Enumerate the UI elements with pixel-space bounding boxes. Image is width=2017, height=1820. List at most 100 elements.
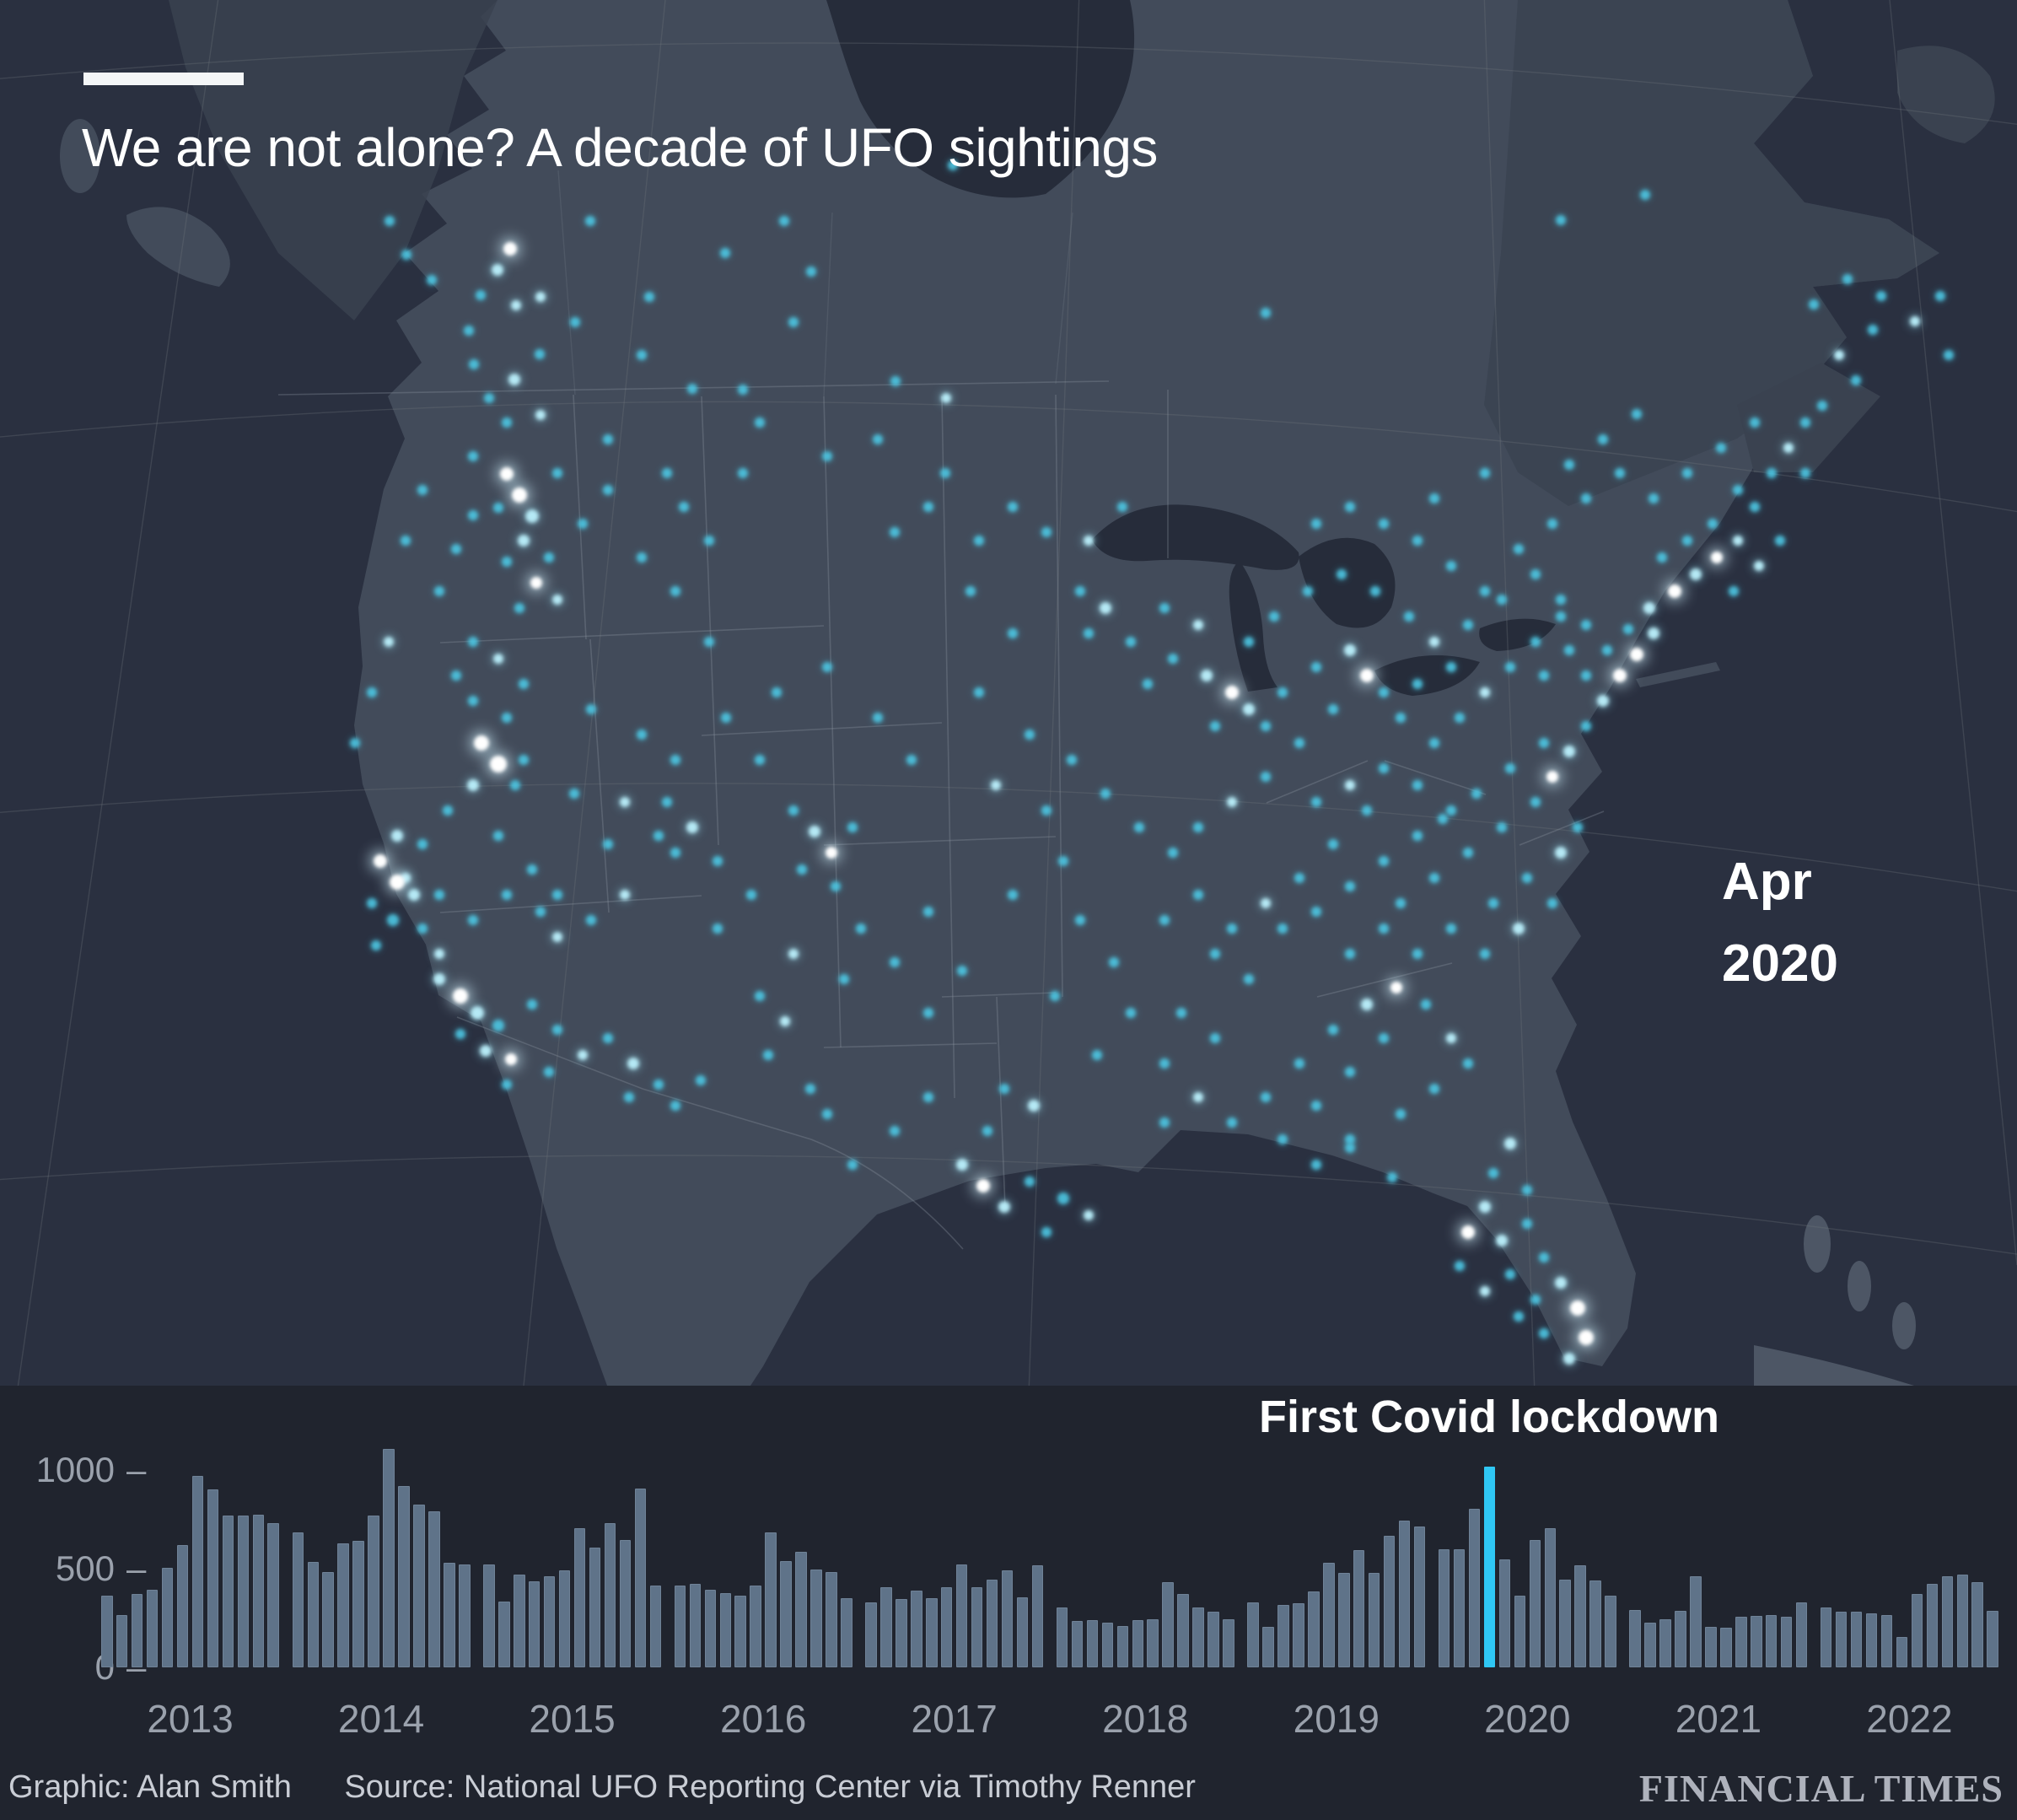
sighting-dot [1868, 325, 1878, 335]
year-label-2019: 2019 [1293, 1697, 1380, 1741]
sighting-dot [1370, 586, 1380, 596]
sighting-dot [1522, 1185, 1532, 1195]
bar-2015-Sep [604, 1523, 616, 1667]
sighting-dot [1067, 755, 1077, 765]
sighting-dot [1649, 493, 1659, 503]
sighting-dot [940, 468, 950, 478]
sighting-dot [755, 755, 765, 765]
bar-2019-Aug [1353, 1550, 1365, 1667]
sighting-dot [514, 603, 524, 613]
sighting-dot [508, 374, 520, 385]
sighting-dot [427, 275, 437, 285]
sighting-dot [923, 502, 933, 512]
sighting-dot [1438, 814, 1448, 824]
sighting-dot [1750, 417, 1760, 428]
sighting-dot [1563, 1353, 1575, 1365]
sighting-dot [1328, 704, 1338, 714]
sighting-dot [637, 552, 647, 563]
bar-2019-Apr [1293, 1603, 1304, 1667]
bar-2018-Jun [1132, 1620, 1143, 1667]
sighting-dot [385, 216, 395, 226]
bar-2014-Aug [398, 1486, 410, 1667]
sighting-dot [544, 1067, 554, 1077]
bar-2021-Feb [1644, 1623, 1656, 1667]
lake-superior [1092, 504, 1299, 570]
sighting-dot [464, 326, 474, 336]
sighting-dot [1269, 611, 1279, 622]
sighting-dot [502, 890, 512, 900]
sighting-dot [779, 216, 789, 226]
sighting-dot [1100, 789, 1111, 799]
sighting-dot [1041, 527, 1052, 537]
sighting-dot [1800, 468, 1810, 478]
sighting-dot [1243, 703, 1255, 715]
sighting-dot [991, 780, 1001, 790]
sighting-dot [873, 434, 883, 444]
sighting-dot [474, 735, 489, 751]
sighting-dot [662, 797, 672, 807]
sighting-dot [890, 957, 900, 967]
sighting-dot [1058, 856, 1068, 866]
bar-2017-Apr [911, 1591, 922, 1667]
sighting-dot [1404, 611, 1414, 622]
sighting-dot [468, 510, 478, 520]
sighting-dot [1935, 291, 1945, 301]
lake-ontario [1479, 618, 1556, 651]
sighting-dot [1244, 637, 1254, 647]
sighting-dot [1084, 628, 1094, 638]
year-label-2016: 2016 [719, 1697, 807, 1741]
sighting-dot [1716, 443, 1726, 453]
sighting-dot [1733, 485, 1743, 495]
bar-2019-May [1308, 1591, 1320, 1667]
sighting-dot [552, 890, 562, 900]
sighting-dot [1480, 687, 1490, 697]
sighting-dot [1210, 1033, 1220, 1043]
year-group-2015 [483, 1431, 662, 1667]
sighting-dot [1471, 789, 1482, 799]
sighting-dot [1345, 502, 1355, 512]
sighting-dot [1412, 536, 1423, 546]
bar-2014-Nov [444, 1563, 455, 1667]
sighting-dot [670, 1101, 680, 1111]
bar-2020-Feb [1453, 1549, 1466, 1667]
bar-2017-Oct [1001, 1570, 1014, 1667]
sighting-dot [578, 1050, 588, 1060]
year-label-2021: 2021 [1675, 1697, 1762, 1741]
sighting-dot [603, 485, 613, 495]
sighting-dot [1615, 468, 1625, 478]
sighting-dot [1311, 1101, 1321, 1111]
bar-2014-May [352, 1541, 364, 1667]
hudson-bay [826, 0, 1135, 198]
sighting-dot [1412, 949, 1423, 959]
sighting-dot [1623, 624, 1633, 634]
sighting-dot [1514, 1311, 1524, 1322]
sighting-dot [1159, 1117, 1170, 1128]
sighting-dot [1379, 856, 1389, 866]
sighting-dot [367, 687, 377, 697]
y-tick-500: 500– [55, 1548, 147, 1588]
sighting-dot [822, 1109, 832, 1119]
sighting-dot [1008, 628, 1018, 638]
sighting-dot [1463, 1058, 1473, 1069]
sighting-dot [721, 713, 731, 723]
sighting-dot [1657, 552, 1667, 563]
bar-2013-May [161, 1568, 174, 1667]
sighting-dot [788, 317, 799, 327]
sighting-dot [1057, 1193, 1069, 1204]
year-group-2016 [674, 1431, 853, 1667]
bar-2021-Jun [1705, 1627, 1717, 1667]
sighting-dot [976, 1179, 990, 1193]
sighting-dot [1294, 873, 1304, 883]
sighting-dot [998, 1201, 1010, 1213]
sighting-dot [1159, 915, 1170, 925]
sighting-dot [519, 755, 529, 765]
long-island [1636, 662, 1720, 687]
sighting-dot [637, 730, 647, 740]
sighting-dot [1632, 409, 1642, 419]
bar-2020-Oct [1574, 1565, 1586, 1667]
sighting-dot [923, 1092, 933, 1102]
sighting-dot [1143, 679, 1153, 689]
sighting-dot [1429, 637, 1439, 647]
sighting-dot [1396, 713, 1406, 723]
sighting-dot [1025, 1177, 1035, 1187]
